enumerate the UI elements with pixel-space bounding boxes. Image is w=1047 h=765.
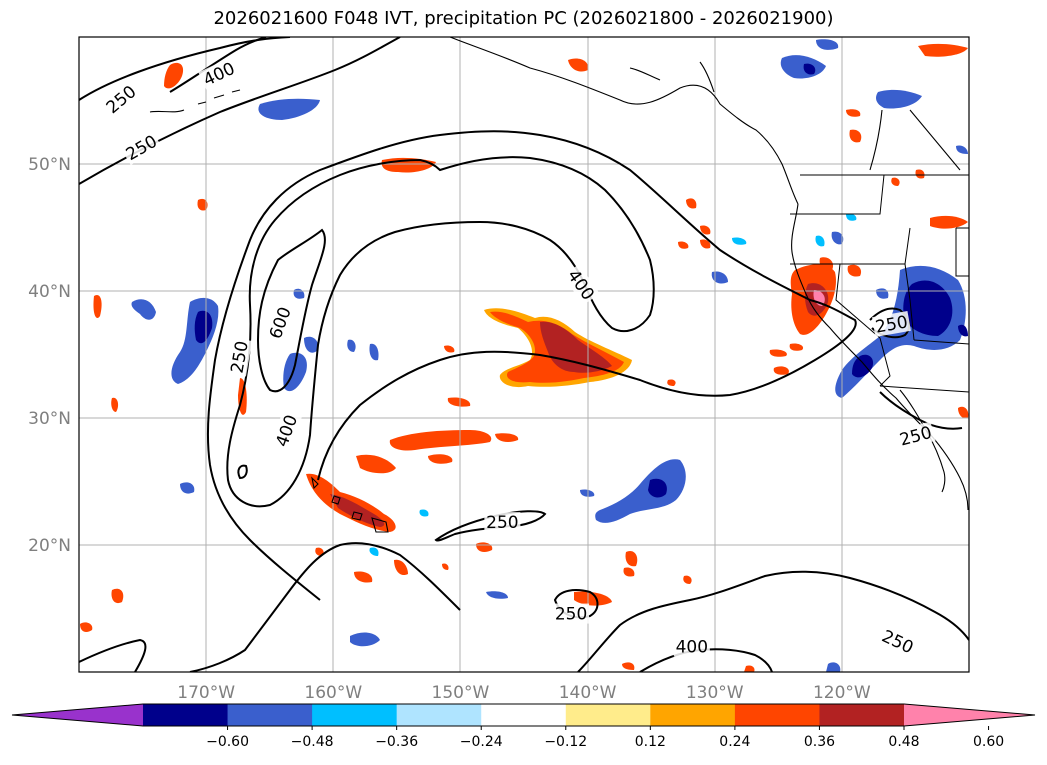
lat-tick-label: 50°N xyxy=(28,155,71,175)
map-background xyxy=(79,37,969,672)
ivt-contour-label: 250 xyxy=(484,512,521,533)
lon-tick-label: 130°W xyxy=(686,683,744,703)
lon-tick-label: 160°W xyxy=(304,683,362,703)
map-title: 2026021600 F048 IVT, precipitation PC (2… xyxy=(213,8,834,29)
lat-tick-label: 40°N xyxy=(28,282,71,302)
colorbar-bin xyxy=(481,704,567,726)
colorbar-tick-label: −0.48 xyxy=(291,734,334,750)
colorbar-bin xyxy=(734,704,820,726)
latitude-labels: 20°N 30°N 40°N 50°N xyxy=(28,155,71,556)
colorbar-tick-label: 0.48 xyxy=(888,734,919,750)
hawaii-islands xyxy=(311,476,389,533)
colorbar-tick-label: −0.24 xyxy=(460,734,503,750)
ivt-contour-250-south xyxy=(434,510,547,542)
colorbar-extend-min xyxy=(12,704,143,726)
ivt-contour-label-text: 400 xyxy=(676,638,708,658)
ivt-contour-250-outer xyxy=(79,37,291,101)
precip-band-25n xyxy=(389,430,492,451)
coastline-alaska xyxy=(449,37,799,205)
colorbar-tick-label: −0.36 xyxy=(375,734,418,750)
colorbar-bin xyxy=(227,704,313,726)
colorbar-bin xyxy=(650,704,736,726)
ivt-contour-600 xyxy=(256,228,326,393)
colorbar-bin xyxy=(143,704,229,726)
colorbar-extend-max xyxy=(904,704,1035,726)
colorbar-tick-label: −0.12 xyxy=(544,734,587,750)
precip-positive-areas xyxy=(80,43,969,672)
longitude-labels: 170°W 160°W 150°W 140°W 130°W 120°W xyxy=(177,683,871,703)
lat-tick-label: 30°N xyxy=(28,409,71,429)
ivt-contour-400-se xyxy=(577,570,969,672)
lon-tick-label: 120°W xyxy=(813,683,871,703)
colorbar-tick-label: 0.60 xyxy=(973,734,1004,750)
lon-tick-label: 170°W xyxy=(177,683,235,703)
state-borders xyxy=(790,174,969,393)
ivt-contour-label: 400 xyxy=(673,636,710,658)
colorbar-tick-label: −0.60 xyxy=(206,734,249,750)
colorbar-tick-label: 0.24 xyxy=(719,734,750,750)
lat-tick-label: 20°N xyxy=(28,536,71,556)
colorbar-tick-label: 0.36 xyxy=(804,734,835,750)
colorbar-outline xyxy=(11,703,1036,727)
colorbar-bin xyxy=(396,704,482,726)
ivt-contour-250-loop xyxy=(206,130,857,601)
ivt-contour-label-text: 250 xyxy=(486,513,518,533)
colorbar-bin xyxy=(819,704,905,726)
ivt-contour-400-loop xyxy=(226,156,655,508)
colorbar-bin xyxy=(565,704,651,726)
colorbar: −0.60 −0.48 −0.36 −0.24 −0.12 0.12 0.24 0.36 0.4… xyxy=(11,703,1036,750)
ivt-contour-label: 250 xyxy=(895,421,936,451)
lon-tick-label: 150°W xyxy=(432,683,490,703)
colorbar-tick-label: 0.12 xyxy=(635,734,666,750)
colorbar-bin xyxy=(312,704,398,726)
ivt-contour-label-text: 250 xyxy=(555,605,587,625)
ivt-contour-label: 250 xyxy=(553,603,590,625)
map-frame xyxy=(78,36,970,673)
ivt-contour-label: 250 xyxy=(871,311,911,338)
lon-tick-label: 140°W xyxy=(559,683,617,703)
precip-region-east-pacific xyxy=(595,459,686,523)
ivt-contour-label: 600 xyxy=(264,302,296,344)
